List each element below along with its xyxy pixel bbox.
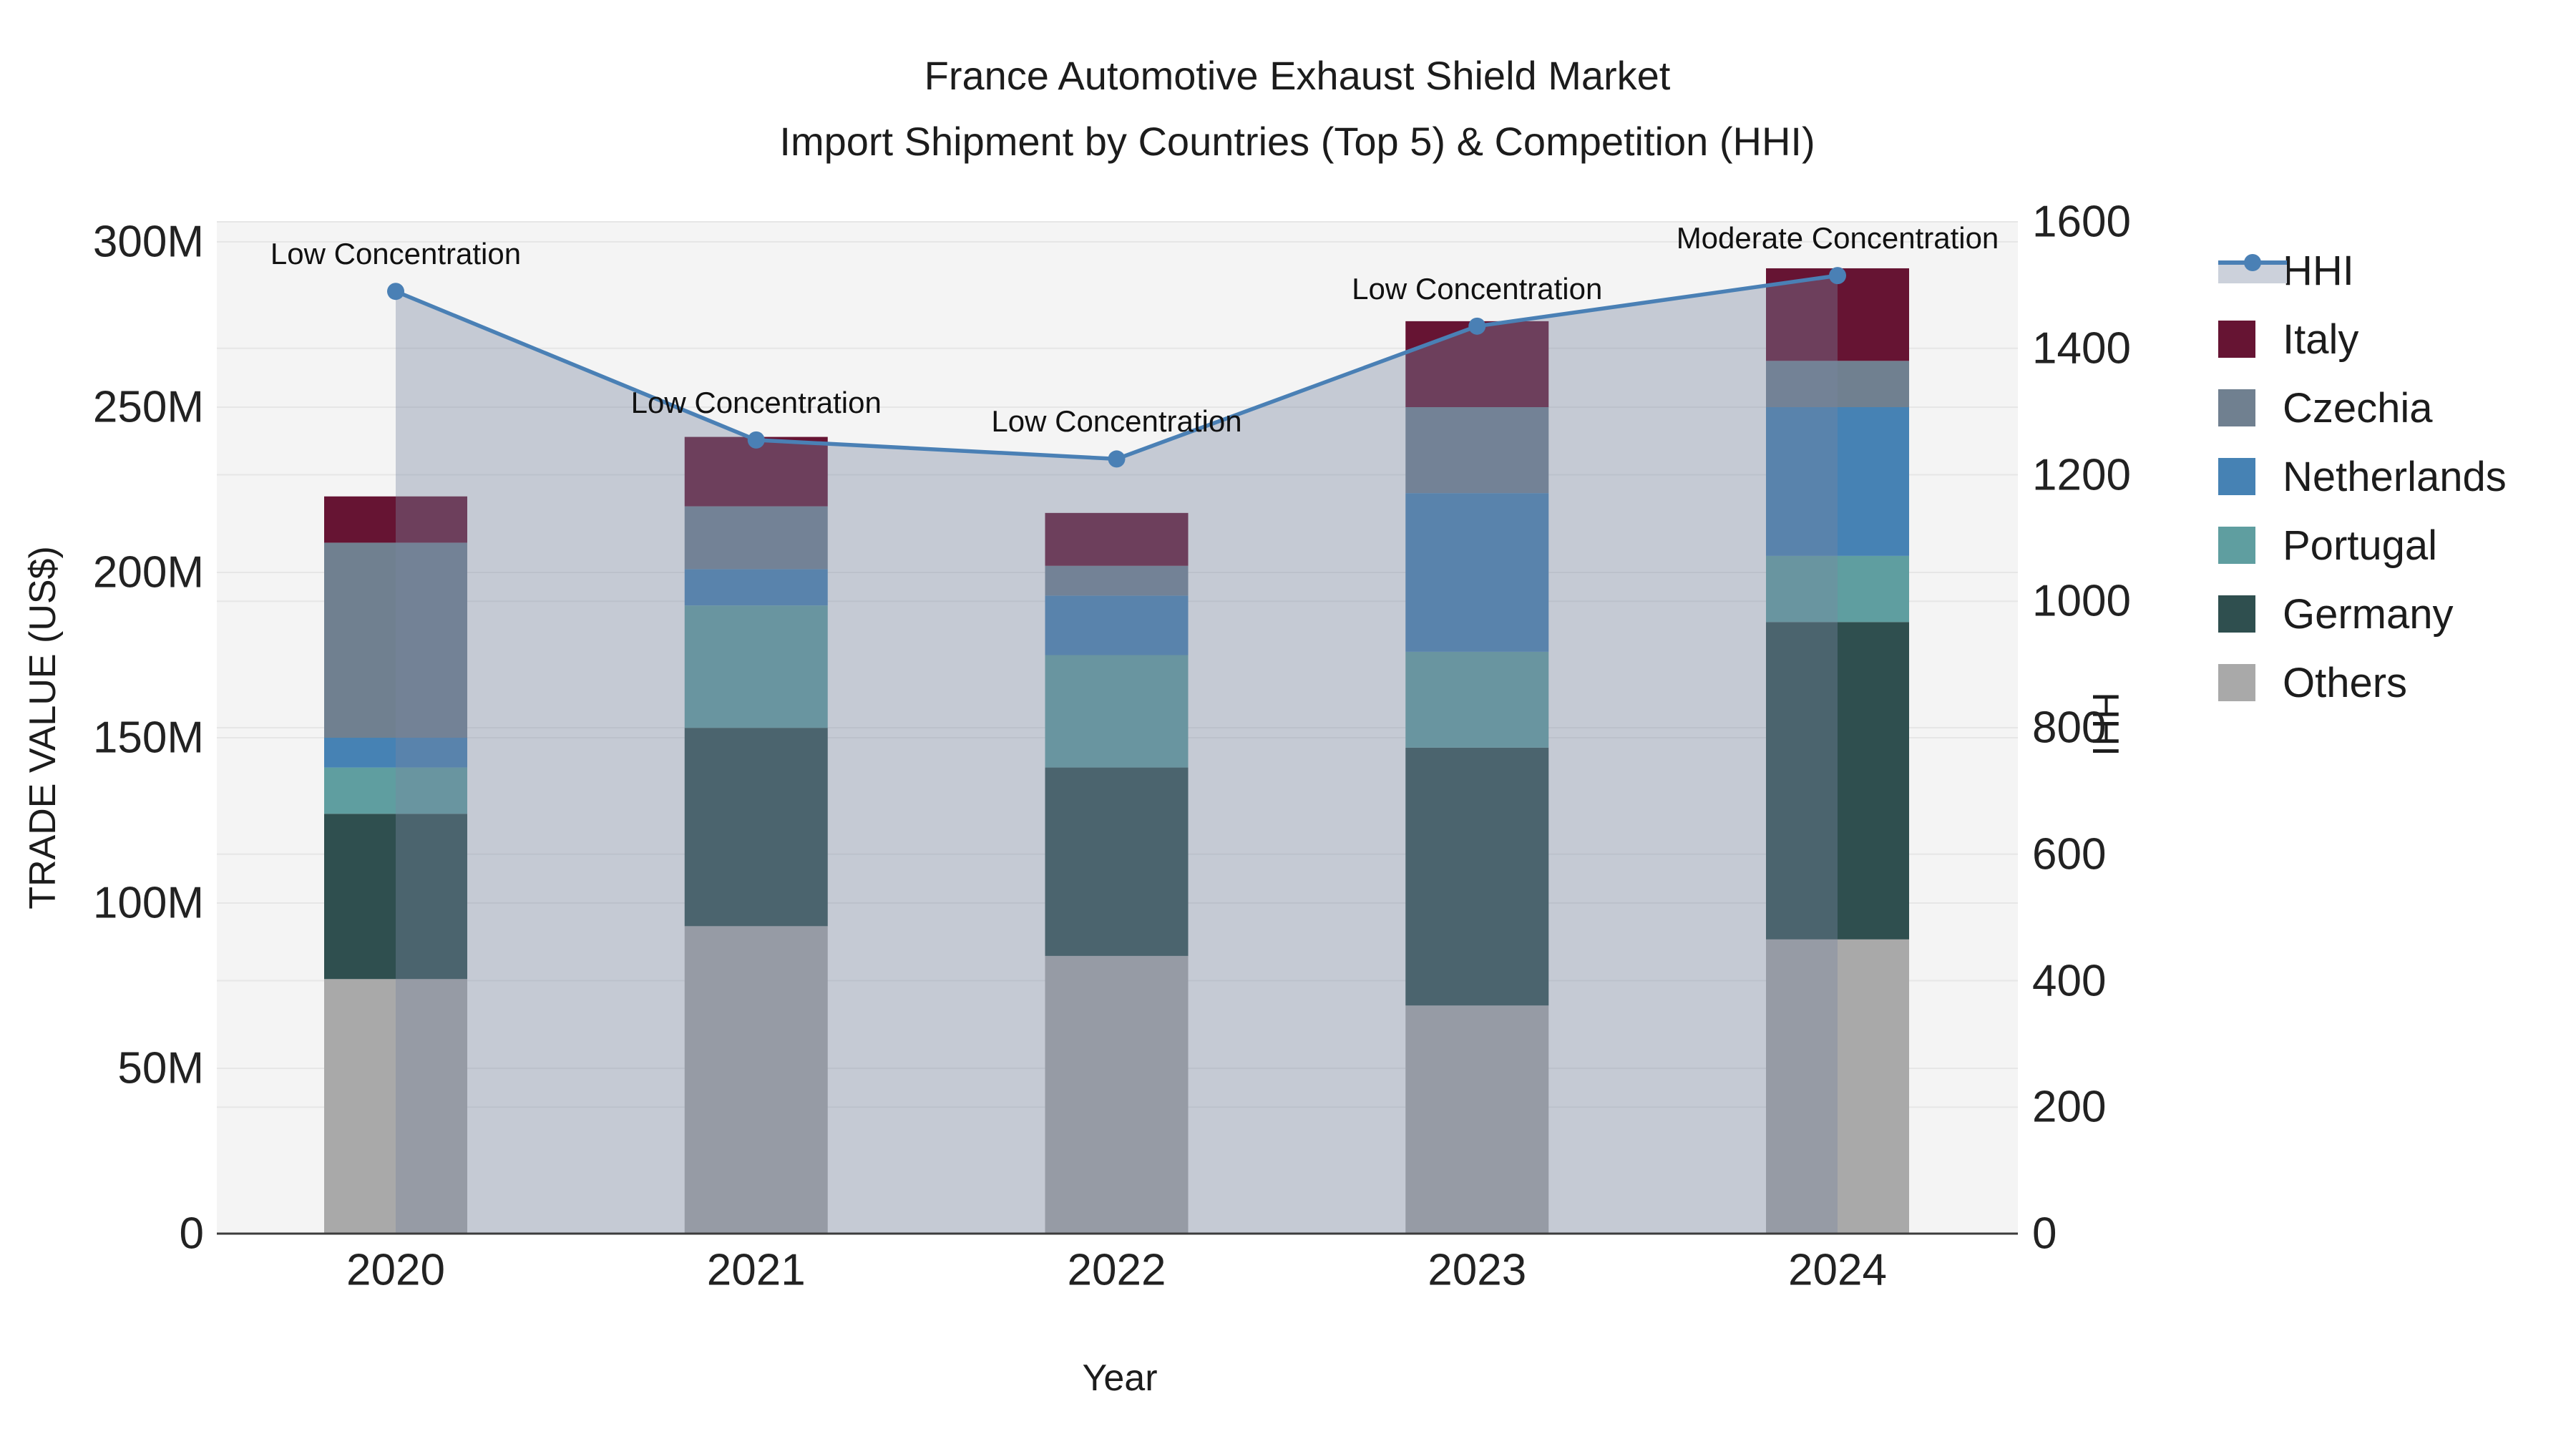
annotation-2022: Low Concentration [991,404,1242,439]
bar-segment-germany-2023 [1405,747,1549,1006]
y-right-tick-1600: 1600 [2032,197,2131,247]
bar-segment-netherlands-2020 [324,738,467,768]
legend-item-hhi[interactable]: HHI [2218,236,2507,305]
y-right-tick-1400: 1400 [2032,323,2131,374]
legend-item-germany[interactable]: Germany [2218,580,2507,648]
annotation-2021: Low Concentration [630,385,882,419]
bar-segment-others-2021 [684,926,828,1234]
czechia-swatch-icon [2218,389,2255,426]
y-right-tick-1000: 1000 [2032,576,2131,626]
bar-segment-czechia-2023 [1405,407,1549,494]
x-tick-2023: 2023 [1428,1245,1527,1295]
hhi-marker-2022 [1108,450,1126,468]
bar-segment-germany-2024 [1766,622,1909,940]
bar-segment-czechia-2024 [1766,361,1909,407]
annotation-2024: Moderate Concentration [1676,221,1999,255]
netherlands-swatch-icon [2218,458,2255,495]
annotation-2023: Low Concentration [1352,271,1603,306]
x-tick-2020: 2020 [346,1245,445,1295]
hhi-marker-2024 [1829,267,1846,285]
bar-segment-germany-2021 [684,728,828,927]
bar-segment-netherlands-2021 [684,569,828,606]
bar-segment-italy-2020 [324,496,467,543]
hhi-line-icon [2218,252,2287,289]
legend-label-czechia: Czechia [2283,384,2433,431]
y-left-tick-200M: 200M [92,547,204,597]
y-right-tick-200: 200 [2032,1082,2107,1132]
y-left-tick-250M: 250M [92,382,204,432]
y-right-tick-800: 800 [2032,703,2107,753]
legend-label-netherlands: Netherlands [2283,453,2507,500]
y-right-tick-600: 600 [2032,829,2107,879]
y-left-tick-150M: 150M [92,713,204,763]
bar-segment-portugal-2023 [1405,651,1549,748]
bar-segment-netherlands-2024 [1766,407,1909,556]
legend-item-italy[interactable]: Italy [2218,305,2507,374]
chart-title-line2: Import Shipment by Countries (Top 5) & C… [779,119,1815,164]
chart-title-line1: France Automotive Exhaust Shield Market [924,53,1671,98]
germany-swatch-icon [2218,595,2255,633]
bar-segment-others-2020 [324,979,467,1234]
x-axis-title: Year [1082,1357,1158,1399]
legend-item-czechia[interactable]: Czechia [2218,374,2507,442]
chart-title: France Automotive Exhaust Shield Market … [582,43,2013,175]
legend-label-italy: Italy [2283,316,2359,363]
bar-segment-portugal-2022 [1045,655,1189,768]
bar-segment-czechia-2020 [324,542,467,738]
others-swatch-icon [2218,664,2255,701]
bar-segment-others-2024 [1766,939,1909,1234]
legend-label-others: Others [2283,659,2408,706]
bar-segment-others-2022 [1045,955,1189,1234]
y-right-tick-1200: 1200 [2032,450,2131,499]
legend-item-netherlands[interactable]: Netherlands [2218,442,2507,511]
bar-segment-italy-2023 [1405,321,1549,407]
bar-segment-netherlands-2022 [1045,595,1189,655]
bar-segment-germany-2020 [324,814,467,980]
bar-segment-germany-2022 [1045,767,1189,956]
legend-label-germany: Germany [2283,590,2454,638]
bar-segment-portugal-2024 [1766,555,1909,623]
y-left-tick-100M: 100M [92,878,204,928]
y-axis-title-left: TRADE VALUE (US$) [22,546,64,909]
legend-item-portugal[interactable]: Portugal [2218,511,2507,580]
annotation-2020: Low Concentration [270,237,522,271]
legend: HHI Italy Czechia Netherlands Portugal G… [2218,236,2507,717]
bar-segment-czechia-2021 [684,506,828,570]
y-left-tick-50M: 50M [117,1043,204,1093]
hhi-area-fill [396,275,1838,1234]
x-tick-2021: 2021 [706,1245,806,1295]
bar-segment-portugal-2020 [324,767,467,814]
legend-label-portugal: Portugal [2283,522,2438,569]
bar-segment-others-2023 [1405,1005,1549,1234]
y-right-tick-0: 0 [2032,1209,2057,1259]
hhi-marker-2020 [387,283,404,301]
hhi-marker-2023 [1468,317,1486,335]
legend-label-hhi: HHI [2283,247,2354,294]
bar-segment-czechia-2022 [1045,565,1189,596]
x-tick-2022: 2022 [1067,1245,1166,1295]
hhi-marker-2021 [747,431,765,449]
y-left-tick-300M: 300M [92,217,204,267]
bar-segment-italy-2022 [1045,512,1189,566]
x-tick-2024: 2024 [1788,1245,1887,1295]
bar-segment-portugal-2021 [684,605,828,728]
y-left-tick-0: 0 [179,1209,204,1259]
italy-swatch-icon [2218,321,2255,358]
y-right-tick-400: 400 [2032,956,2107,1005]
portugal-swatch-icon [2218,527,2255,564]
legend-item-others[interactable]: Others [2218,648,2507,717]
bar-segment-netherlands-2023 [1405,493,1549,652]
